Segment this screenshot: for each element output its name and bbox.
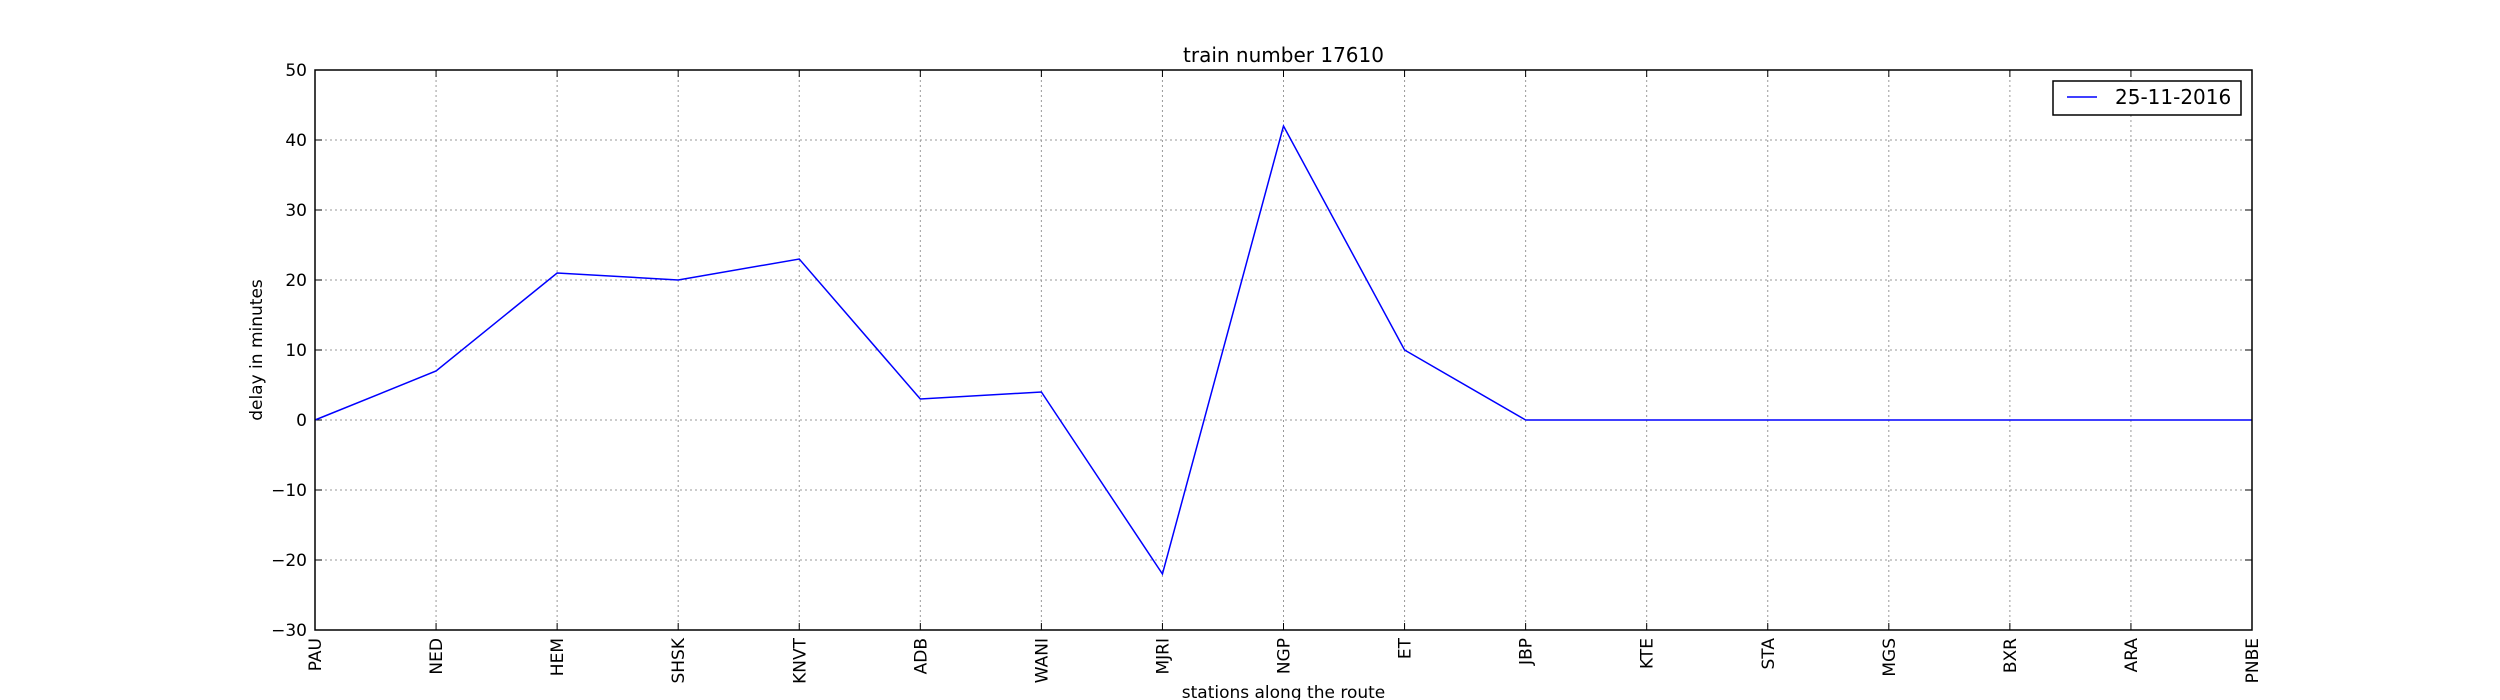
y-axis-label: delay in minutes <box>247 279 267 421</box>
x-tick-label: MJRI <box>1153 638 1173 675</box>
x-tick-label: HEM <box>548 638 568 676</box>
x-axis-label: stations along the route <box>1182 683 1386 700</box>
legend: 25-11-2016 <box>2052 80 2242 116</box>
x-tick-label: NED <box>427 638 447 675</box>
chart-title: train number 17610 <box>1183 43 1384 67</box>
x-tick-label: MGS <box>1880 638 1900 677</box>
y-tick-label: 0 <box>296 411 307 431</box>
x-tick-label: PNBE <box>2243 638 2263 683</box>
x-tick-label: ARA <box>2122 638 2142 673</box>
y-tick-label: 20 <box>285 271 307 291</box>
x-tick-label: KTE <box>1638 638 1658 669</box>
legend-box <box>2052 80 2242 116</box>
y-tick-label: −20 <box>271 551 307 571</box>
x-axis-ticks: PAU NED HEM SHSK KNVT ADB WANI MJRI NGP ET JBP KTE S… <box>306 70 2263 684</box>
x-tick-label: WANI <box>1032 638 1052 683</box>
x-tick-label: SHSK <box>669 637 689 683</box>
y-axis-ticks: −30 −20 −10 0 10 20 30 40 50 <box>271 61 2252 641</box>
y-tick-label: −30 <box>271 621 307 641</box>
plot-frame <box>314 69 2253 631</box>
x-tick-label: BXR <box>2001 638 2021 673</box>
x-tick-label: ET <box>1396 637 1416 659</box>
y-tick-label: −10 <box>271 481 307 501</box>
y-tick-label: 50 <box>285 61 307 81</box>
y-tick-label: 40 <box>285 131 307 151</box>
legend-entry-label: 25-11-2016 <box>2115 85 2231 109</box>
x-tick-label: PAU <box>306 638 326 671</box>
x-tick-label: ADB <box>911 638 931 674</box>
y-tick-label: 30 <box>285 201 307 221</box>
series-group <box>314 123 2253 576</box>
y-tick-label: 10 <box>285 341 307 361</box>
x-tick-label: STA <box>1759 638 1779 670</box>
x-tick-label: JBP <box>1517 638 1537 666</box>
x-tick-label: KNVT <box>790 637 810 683</box>
x-tick-label: NGP <box>1275 638 1295 674</box>
